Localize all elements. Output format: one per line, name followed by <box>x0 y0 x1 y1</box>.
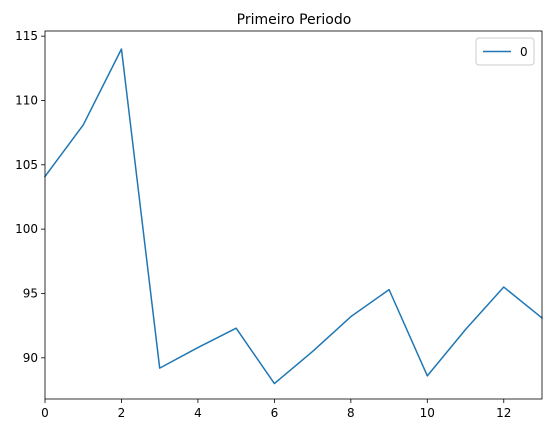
x-tick-label: 2 <box>118 406 126 420</box>
y-tick-label: 95 <box>23 286 38 300</box>
plot-area-frame <box>44 30 543 400</box>
legend-label: 0 <box>520 45 528 59</box>
y-tick-label: 105 <box>15 158 38 172</box>
series-layer <box>43 48 544 385</box>
x-tick-label: 12 <box>496 406 511 420</box>
x-tick-label: 0 <box>41 406 49 420</box>
x-tick-label: 4 <box>194 406 202 420</box>
x-tick-label: 8 <box>347 406 355 420</box>
legend: 0 <box>475 37 535 66</box>
y-tick-label: 110 <box>15 93 38 107</box>
x-tick-label: 10 <box>420 406 435 420</box>
y-tick-label: 115 <box>15 29 38 43</box>
y-tick-label: 100 <box>15 222 38 236</box>
x-tick-label: 6 <box>271 406 279 420</box>
y-axis: 90 95 100 105 110 115 <box>15 29 45 365</box>
series-line-0 <box>43 48 544 385</box>
y-tick-label: 90 <box>23 351 38 365</box>
x-axis: 0 2 4 6 8 10 12 <box>41 399 511 420</box>
chart-title: Primeiro Periodo <box>237 12 352 28</box>
